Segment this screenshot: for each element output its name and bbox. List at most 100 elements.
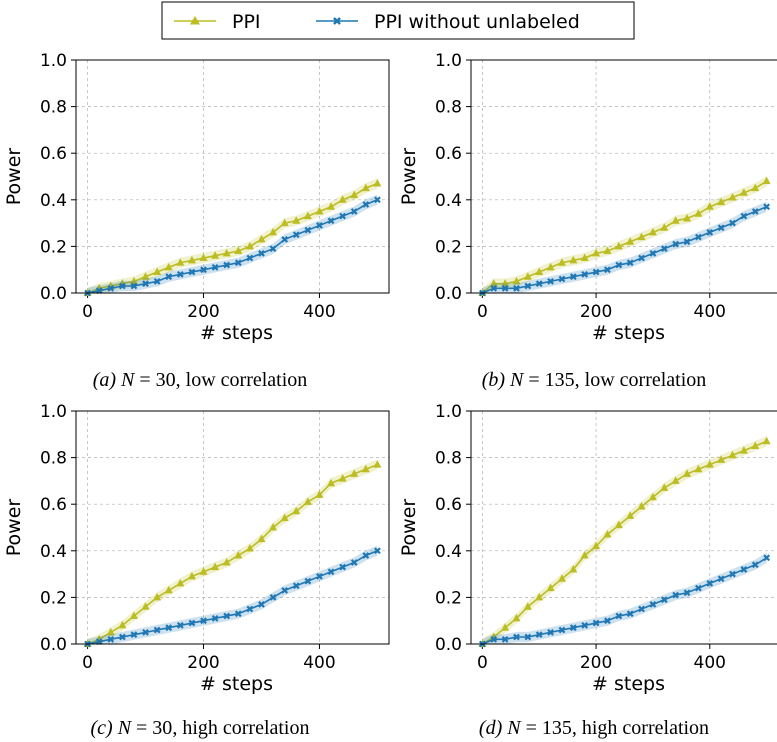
data-point [316,222,323,229]
data-point [592,541,601,550]
data-point [142,280,149,288]
data-point [292,231,300,239]
data-point [592,248,601,257]
data-point [569,564,578,573]
confidence-band [87,459,378,644]
data-point [604,617,611,625]
data-point [165,624,173,632]
y-tick-label: 0.8 [40,449,67,469]
data-point [292,506,301,515]
caption-text: , high correlation [572,717,709,739]
data-point [258,601,265,608]
data-point [269,594,277,601]
data-point [327,202,336,210]
data-point [717,197,726,206]
data-point [523,602,532,610]
data-point [303,497,312,505]
data-point [269,227,278,236]
data-point [327,217,335,225]
data-point [153,277,161,285]
subplot-caption: (b) N = 135, low correlation [482,369,707,391]
x-tick-label: 400 [303,653,335,673]
data-point [95,287,103,295]
data-point [648,227,657,236]
data-point [187,571,196,580]
data-point [523,272,532,280]
data-point [762,176,771,185]
x-tick-label: 200 [580,302,612,322]
y-tick-label: 0.0 [435,635,462,655]
caption-variable: N [506,717,522,739]
data-point [338,195,347,203]
data-point [129,276,138,285]
data-point [211,614,219,622]
data-point [501,279,510,287]
data-point [373,460,382,468]
data-point [512,613,521,622]
data-point [763,554,771,562]
data-point [95,638,103,646]
confidence-band [87,178,378,293]
data-point [717,575,725,583]
subplot-4: 0.0 0.2 0.4 0.6 0.8 1.0 0 200 400 # steps Power (d)… [398,402,777,739]
data-point [200,266,207,274]
data-point [130,282,138,290]
data-point [118,620,127,629]
x-tick-label: 400 [303,302,335,322]
axes-frame [75,410,390,645]
y-tick-label: 0.8 [435,98,462,118]
y-axis-label: Power [3,148,25,206]
data-point [245,543,254,552]
data-point [281,587,289,594]
y-axis-label: Power [3,499,25,557]
data-point [257,534,266,543]
data-point [557,258,566,266]
data-point [557,574,566,582]
data-point [695,584,702,592]
y-tick-label: 0.0 [435,284,462,304]
data-point [211,263,219,271]
data-point [558,275,566,283]
data-point [592,268,600,276]
data-point [489,279,498,287]
data-point [524,633,532,641]
data-point [728,192,737,201]
data-point [739,446,748,454]
data-point [717,455,726,463]
x-tick-label: 200 [580,653,612,673]
x-axis-label: # steps [592,673,665,695]
data-point [222,248,231,257]
y-tick-label: 0.2 [435,588,462,608]
data-point [694,209,703,217]
data-point [683,469,692,477]
series-ppi-without-unlabeled [84,194,381,297]
y-axis-label: Power [398,148,420,206]
data-point [751,561,759,569]
data-point [223,612,231,620]
data-point [176,621,184,629]
x-tick-label: 200 [187,302,219,322]
data-point [513,633,520,641]
data-point [637,502,646,510]
data-point [604,266,611,274]
x-axis-label: # steps [592,322,665,344]
data-point [350,190,359,199]
data-point [569,255,578,264]
data-point [199,253,208,262]
data-point [695,233,702,241]
data-point [512,276,521,285]
data-point [547,277,554,285]
data-point [211,562,220,571]
confidence-band [87,545,378,644]
data-point [130,631,138,639]
series-ppi-without-unlabeled [478,552,771,648]
data-point [672,240,680,248]
data-point [717,224,725,232]
data-point [165,273,173,281]
data-point [374,196,381,204]
data-point [188,619,196,627]
data-point [626,259,634,267]
y-tick-label: 0.4 [435,191,462,211]
data-point [280,218,289,227]
data-point [245,241,254,250]
